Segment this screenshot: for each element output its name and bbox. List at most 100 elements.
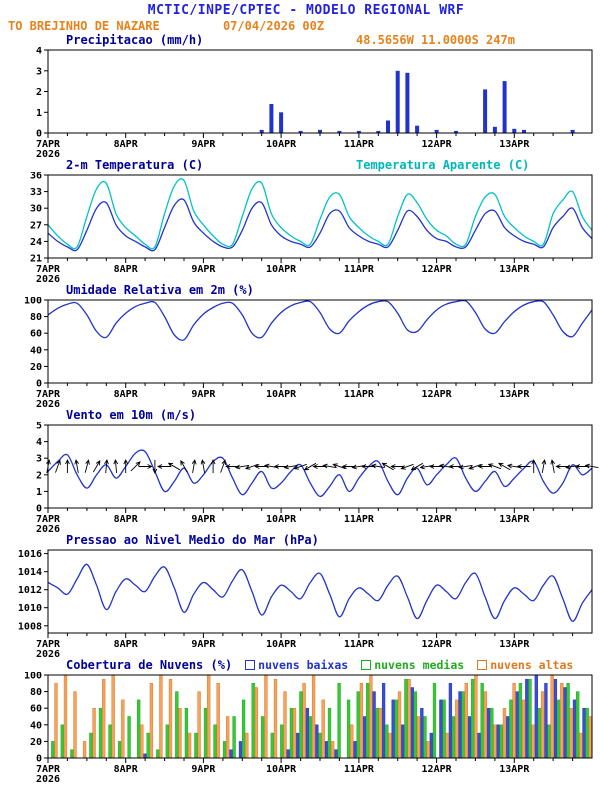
svg-text:9APR: 9APR [191, 639, 216, 650]
svg-text:10APR: 10APR [266, 514, 297, 525]
svg-text:20: 20 [30, 737, 42, 748]
low-clouds-swatch-icon [245, 660, 256, 670]
svg-text:9APR: 9APR [191, 264, 216, 275]
panel-title-humidity: Umidade Relativa em 2m (%) [66, 283, 254, 297]
panel-wind: Vento em 10m (m/s) 0 1 2 3 4 5 7APR 8APR 9APR 10A… [0, 408, 612, 533]
svg-text:9APR: 9APR [191, 514, 216, 525]
svg-text:7APR: 7APR [36, 639, 61, 650]
svg-text:13APR: 13APR [499, 139, 530, 150]
legend-label-mid-clouds: nuvens medias [374, 658, 465, 672]
svg-text:33: 33 [30, 187, 42, 198]
svg-text:3: 3 [36, 454, 42, 465]
panel-cloud-cover: Cobertura de Nuvens (%) nuvens baixas nuve… [0, 658, 612, 783]
svg-text:11APR: 11APR [344, 514, 375, 525]
page-header: MCTIC/INPE/CPTEC - MODELO REGIONAL WRF T… [0, 0, 612, 33]
svg-text:10APR: 10APR [266, 139, 297, 150]
svg-text:20: 20 [30, 362, 42, 373]
station-name: TO BREJINHO DE NAZARE [8, 19, 160, 33]
svg-text:24: 24 [30, 237, 42, 248]
series-label-apparent-temperature: Temperatura Aparente (C) [356, 158, 530, 172]
svg-text:10APR: 10APR [266, 639, 297, 650]
legend-label-low-clouds: nuvens baixas [258, 658, 349, 672]
panel-precipitation: Precipitacao (mm/h) 48.5656W 11.0000S 24… [0, 33, 612, 158]
svg-text:11APR: 11APR [344, 389, 375, 400]
pressure-plot: 1008 1010 1012 1014 1016 7APR 8APR 9APR 10APR 11A… [18, 549, 593, 658]
svg-text:12APR: 12APR [422, 264, 453, 275]
svg-text:3: 3 [36, 66, 42, 77]
svg-text:8APR: 8APR [114, 764, 139, 775]
legend-item-mid-clouds: nuvens medias [361, 658, 464, 672]
svg-text:2026: 2026 [36, 524, 60, 533]
humidity-title-row: Umidade Relativa em 2m (%) [0, 283, 612, 297]
svg-text:10APR: 10APR [266, 264, 297, 275]
svg-text:5: 5 [36, 422, 42, 432]
panel-temperature: 2-m Temperatura (C) Temperatura Aparente… [0, 158, 612, 283]
svg-text:7APR: 7APR [36, 139, 61, 150]
svg-text:12APR: 12APR [422, 139, 453, 150]
svg-text:27: 27 [30, 220, 42, 231]
svg-text:4: 4 [36, 437, 42, 448]
wind-plot: 0 1 2 3 4 5 7APR 8APR 9APR 10APR 11APR 12APR 13APR 20… [36, 422, 599, 533]
svg-text:2026: 2026 [36, 274, 60, 283]
cloud-cover-title-row: Cobertura de Nuvens (%) nuvens baixas nuve… [0, 658, 612, 672]
legend-item-high-clouds: nuvens altas [477, 658, 573, 672]
svg-text:12APR: 12APR [422, 764, 453, 775]
svg-text:13APR: 13APR [499, 264, 530, 275]
svg-text:12APR: 12APR [422, 389, 453, 400]
cloud-cover-plot: 0 20 40 60 80 100 7APR 8APR 9APR 10APR 11APR 12APR 1… [24, 672, 593, 783]
svg-text:1010: 1010 [18, 603, 42, 614]
svg-text:12APR: 12APR [422, 639, 453, 650]
svg-text:7APR: 7APR [36, 264, 61, 275]
svg-text:1: 1 [36, 487, 42, 498]
svg-text:2: 2 [36, 470, 42, 481]
svg-text:8APR: 8APR [114, 389, 139, 400]
svg-text:100: 100 [24, 297, 42, 307]
svg-text:60: 60 [30, 329, 42, 340]
svg-text:13APR: 13APR [499, 639, 530, 650]
panel-humidity: Umidade Relativa em 2m (%) 0 20 40 60 80 100 7… [0, 283, 612, 408]
panel-title-temperature: 2-m Temperatura (C) [66, 158, 204, 172]
legend-label-high-clouds: nuvens altas [490, 658, 574, 672]
svg-text:11APR: 11APR [344, 139, 375, 150]
svg-text:40: 40 [30, 720, 42, 731]
svg-text:1008: 1008 [18, 621, 42, 632]
svg-text:9APR: 9APR [191, 139, 216, 150]
svg-text:40: 40 [30, 345, 42, 356]
svg-text:12APR: 12APR [422, 514, 453, 525]
station-coordinates: 48.5656W 11.0000S 247m [356, 33, 515, 47]
svg-text:80: 80 [30, 312, 42, 323]
wind-title-row: Vento em 10m (m/s) [0, 408, 612, 422]
svg-text:0: 0 [36, 504, 42, 515]
svg-text:80: 80 [30, 687, 42, 698]
svg-text:8APR: 8APR [114, 639, 139, 650]
svg-text:7APR: 7APR [36, 514, 61, 525]
svg-text:7APR: 7APR [36, 389, 61, 400]
panel-title-precipitation: Precipitacao (mm/h) [66, 33, 204, 47]
svg-text:2026: 2026 [36, 649, 60, 658]
svg-text:11APR: 11APR [344, 764, 375, 775]
svg-text:10APR: 10APR [266, 389, 297, 400]
svg-text:10APR: 10APR [266, 764, 297, 775]
svg-text:21: 21 [30, 254, 42, 265]
temperature-plot: 21 24 27 30 33 36 7APR 8APR 9APR 10APR 11APR 12APR 1… [30, 172, 593, 283]
svg-text:2: 2 [36, 87, 42, 98]
svg-text:8APR: 8APR [114, 514, 139, 525]
run-datetime: 07/04/2026 00Z [222, 19, 325, 33]
svg-text:13APR: 13APR [499, 764, 530, 775]
panel-title-cloud-cover: Cobertura de Nuvens (%) [66, 658, 233, 672]
svg-text:13APR: 13APR [499, 389, 530, 400]
svg-text:7APR: 7APR [36, 764, 61, 775]
mid-clouds-swatch-icon [361, 660, 372, 670]
svg-text:9APR: 9APR [191, 389, 216, 400]
precipitation-plot: 0 1 2 3 4 7APR 8APR 9APR 10APR 11APR 12APR 13APR 202… [36, 47, 593, 158]
svg-text:0: 0 [36, 129, 42, 140]
svg-text:0: 0 [36, 379, 42, 390]
high-clouds-swatch-icon [477, 660, 488, 670]
svg-text:9APR: 9APR [191, 764, 216, 775]
humidity-plot: 0 20 40 60 80 100 7APR 8APR 9APR 10APR 11APR 12APR 1… [24, 297, 593, 408]
temperature-title-row: 2-m Temperatura (C) Temperatura Aparente… [0, 158, 612, 172]
svg-text:11APR: 11APR [344, 639, 375, 650]
svg-text:4: 4 [36, 47, 42, 57]
cloud-legend: nuvens baixas nuvens medias nuvens altas [232, 658, 573, 672]
svg-text:60: 60 [30, 704, 42, 715]
